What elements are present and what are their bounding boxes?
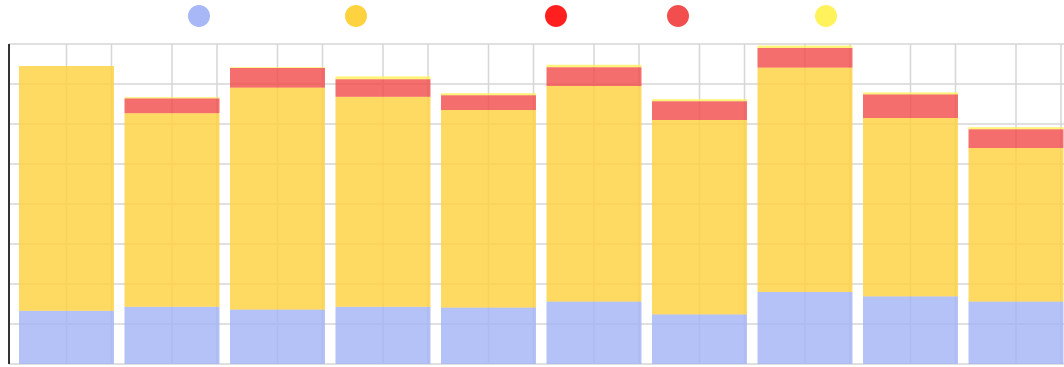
bar-segment-2 [757, 67, 853, 292]
bar-segment-2 [19, 66, 114, 311]
bar-segment-4 [230, 68, 325, 88]
bar-segment-2 [863, 118, 958, 297]
bar-segment-1 [335, 306, 431, 364]
bars [19, 45, 1064, 364]
bar-segment-5 [335, 76, 431, 80]
bar-segment-4 [968, 129, 1064, 148]
bar-segment-1 [652, 314, 747, 364]
legend-marker-3 [545, 5, 567, 27]
bar-segment-5 [652, 99, 747, 102]
bar-segment-5 [968, 127, 1064, 130]
bar-segment-4 [863, 94, 958, 118]
legend-marker-1 [188, 5, 210, 27]
bar-segment-4 [546, 67, 642, 86]
bar-segment-2 [546, 86, 642, 302]
bar-segment-1 [124, 306, 220, 364]
bar-segment-2 [124, 113, 220, 307]
bar-segment-1 [546, 301, 642, 364]
legend-marker-4 [667, 5, 689, 27]
bar-segment-4 [652, 101, 747, 120]
bar-segment-1 [19, 310, 114, 364]
bar-segment-5 [546, 64, 642, 68]
bar-segment-5 [863, 92, 958, 95]
bar-segment-2 [968, 148, 1064, 302]
bar-segment-5 [757, 45, 853, 48]
bar-segment-1 [757, 292, 853, 364]
bar-segment-5 [441, 93, 536, 96]
legend-marker-5 [815, 5, 837, 27]
bar-segment-2 [335, 96, 431, 307]
bar-segment-4 [335, 79, 431, 97]
bar-segment-1 [441, 307, 536, 364]
bar-segment-1 [968, 301, 1064, 364]
bar-segment-4 [124, 98, 220, 114]
bar-segment-1 [863, 296, 958, 364]
bar-segment-2 [441, 110, 536, 308]
bar-segment-5 [230, 67, 325, 68]
bar-segment-4 [757, 48, 853, 68]
bar-segment-5 [124, 97, 220, 99]
bar-segment-2 [652, 120, 747, 315]
bar-segment-4 [441, 95, 536, 110]
bar-segment-2 [230, 87, 325, 310]
legend [188, 5, 837, 27]
bar-segment-1 [230, 309, 325, 364]
legend-marker-2 [345, 5, 367, 27]
